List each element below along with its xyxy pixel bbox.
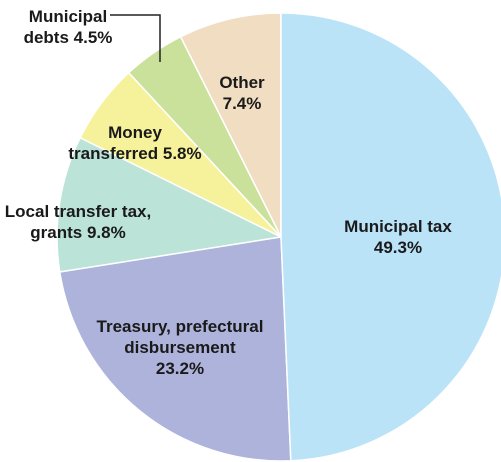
slice-label: Other 7.4% bbox=[212, 72, 272, 114]
pie-slice bbox=[179, 12, 282, 238]
value-label: 4.5% bbox=[73, 28, 113, 47]
category-label: Treasury, prefectural disbursement bbox=[96, 317, 264, 357]
slice-label: Treasury, prefectural disbursement 23.2% bbox=[80, 316, 280, 379]
slice-label: Local transfer tax, grants 9.8% bbox=[2, 201, 154, 243]
value-label: 7.4% bbox=[222, 94, 262, 113]
pie-slice bbox=[58, 236, 292, 462]
slice-label: Municipal debts 4.5% bbox=[18, 6, 118, 48]
slice-label: Municipal tax 49.3% bbox=[333, 216, 463, 258]
value-label: 23.2% bbox=[155, 359, 205, 378]
pie-slice bbox=[280, 12, 501, 462]
value-label: 49.3% bbox=[373, 238, 423, 257]
category-label: Local transfer tax, grants bbox=[4, 202, 152, 242]
category-label: Money transferred bbox=[68, 123, 162, 163]
leader-line bbox=[110, 14, 161, 62]
category-label: Municipal debts bbox=[23, 7, 108, 47]
category-label: Municipal tax bbox=[344, 217, 452, 236]
value-label: 5.8% bbox=[162, 144, 202, 163]
slice-label: Money transferred 5.8% bbox=[65, 122, 205, 164]
value-label: 9.8% bbox=[86, 223, 126, 242]
pie-slice bbox=[56, 136, 284, 273]
category-label: Other bbox=[219, 73, 265, 92]
